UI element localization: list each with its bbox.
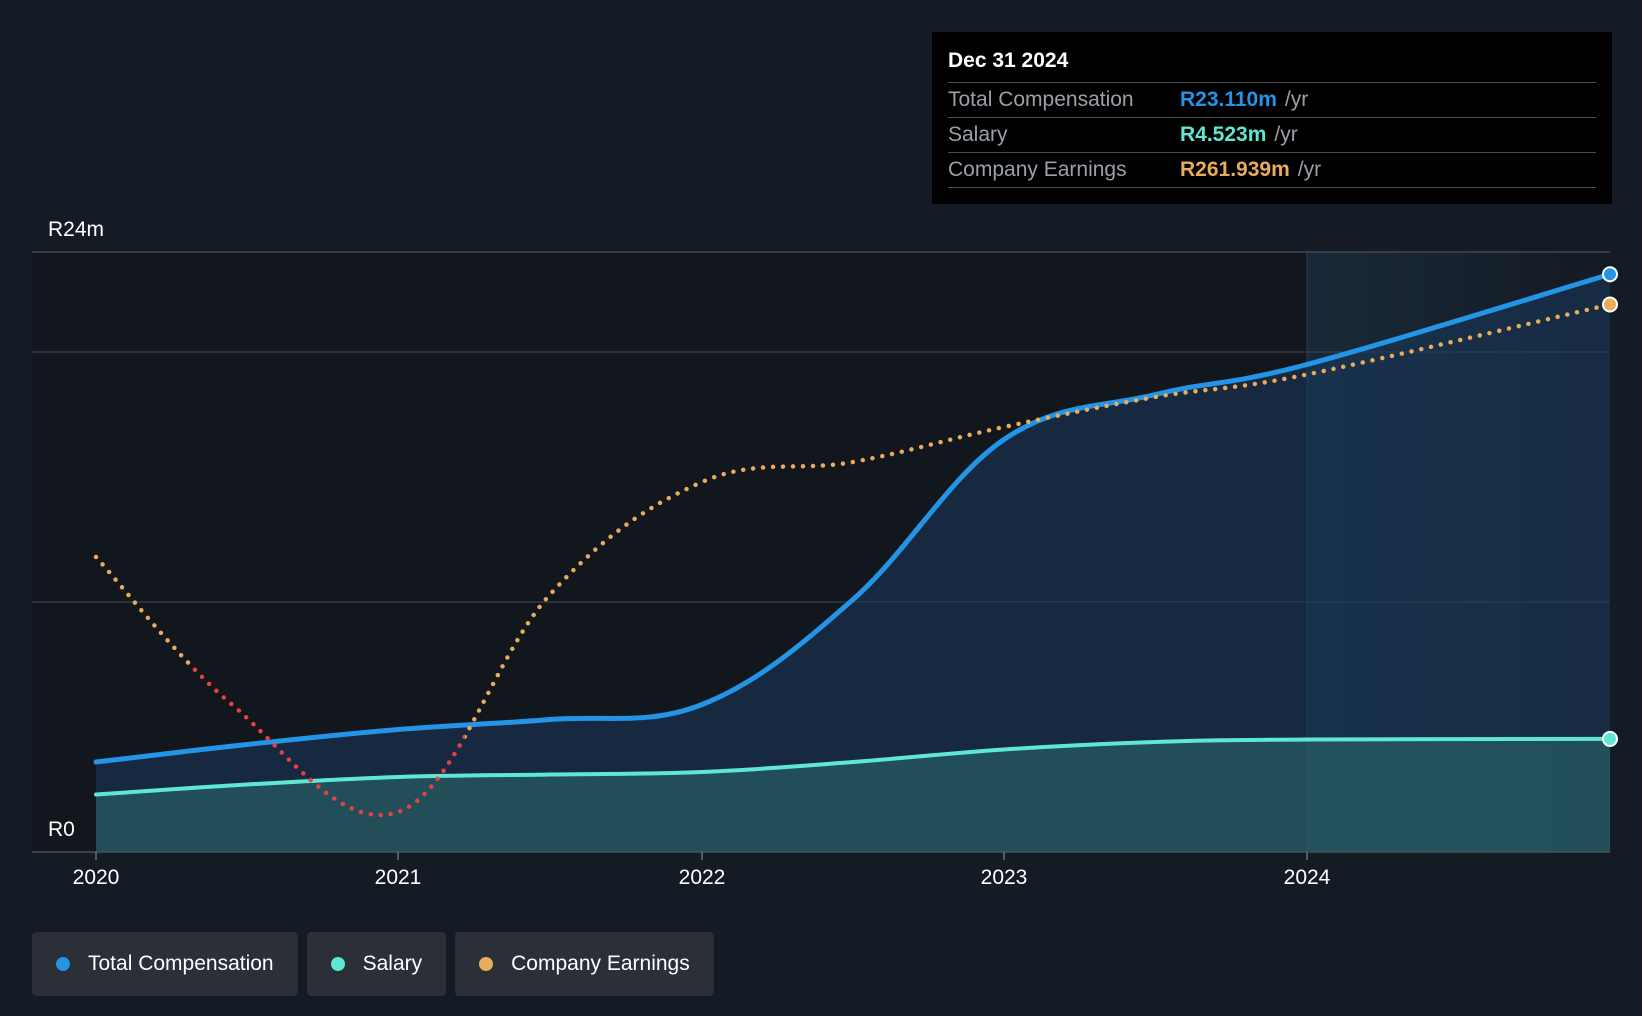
tooltip-value: R261.939m: [1180, 158, 1290, 181]
tooltip-row-total-compensation: Total Compensation R23.110m /yr: [948, 83, 1596, 118]
tooltip: Dec 31 2024 Total Compensation R23.110m …: [932, 32, 1612, 204]
tooltip-row-salary: Salary R4.523m /yr: [948, 118, 1596, 153]
total-compensation-line: [93, 271, 1613, 765]
tooltip-unit: /yr: [1284, 88, 1309, 111]
tooltip-value: R23.110m: [1180, 88, 1277, 111]
y-axis-bottom-label: R0: [48, 818, 75, 841]
legend-item-total-compensation[interactable]: Total Compensation: [32, 932, 298, 996]
tooltip-value: R4.523m: [1180, 123, 1267, 146]
total-compensation-area: [96, 274, 1610, 852]
total-compensation-end-marker: [1602, 266, 1618, 283]
legend-item-salary[interactable]: Salary: [306, 932, 447, 996]
circle-dot-icon: [479, 957, 494, 971]
legend: Total Compensation Salary Company Earnin…: [32, 932, 714, 996]
salary-end-marker: [1602, 730, 1618, 747]
legend-label: Total Compensation: [88, 952, 274, 975]
company-earnings-line-low: [192, 664, 465, 818]
legend-label: Salary: [362, 952, 423, 975]
circle-dot-icon: [56, 957, 70, 971]
salary-line: [94, 736, 1612, 797]
x-tick-label: 2022: [679, 866, 726, 889]
x-tick-label: 2021: [375, 866, 422, 889]
tooltip-row-company-earnings: Company Earnings R261.939m /yr: [948, 153, 1596, 188]
tooltip-label: Salary: [948, 123, 1008, 146]
legend-label: Company Earnings: [511, 952, 690, 975]
tooltip-unit: /yr: [1297, 158, 1322, 181]
tooltip-label: Total Compensation: [948, 88, 1134, 111]
legend-item-company-earnings[interactable]: Company Earnings: [455, 932, 714, 996]
circle-dot-icon: [330, 957, 345, 971]
x-tick-label: 2023: [981, 866, 1028, 889]
series-end-markers: [1602, 266, 1618, 747]
tooltip-date: Dec 31 2024: [948, 46, 1596, 83]
company-earnings-line: [93, 302, 1613, 818]
salary-area: [96, 738, 1610, 852]
company-earnings-end-marker: [1602, 296, 1618, 313]
y-axis-top-label: R24m: [48, 218, 104, 241]
x-axis-ticks: 2020 2021 2022 2023 2024: [73, 852, 1331, 889]
x-tick-label: 2024: [1284, 866, 1331, 889]
x-tick-label: 2020: [73, 866, 120, 889]
tooltip-unit: /yr: [1274, 123, 1298, 146]
tooltip-label: Company Earnings: [948, 158, 1127, 181]
